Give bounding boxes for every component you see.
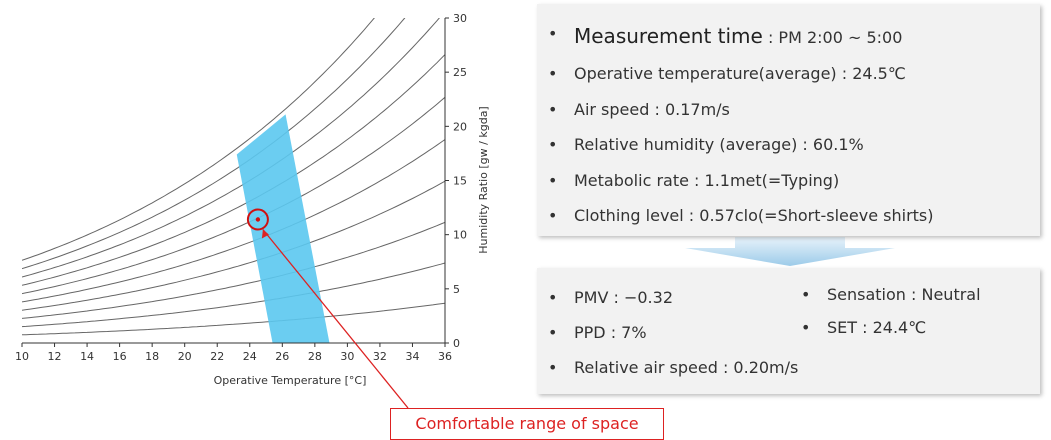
- rh-curve: [22, 54, 445, 286]
- point-ring: [246, 208, 269, 231]
- y-tick-label: 30: [453, 12, 467, 25]
- x-tick-label: 12: [48, 350, 62, 363]
- y-tick-label: 0: [453, 337, 460, 350]
- condition-item: Metabolic rate : 1.1met(=Typing): [548, 171, 839, 190]
- result-item: SET : 24.4℃: [801, 318, 926, 337]
- y-axis-label: Humidity Ratio [gw / kgda]: [477, 106, 490, 253]
- result-item: Relative air speed : 0.20m/s: [548, 358, 798, 377]
- condition-item: Air speed : 0.17m/s: [548, 100, 730, 119]
- rh-curve: [22, 221, 445, 319]
- flow-arrow: [685, 237, 895, 266]
- x-tick-label: 14: [80, 350, 94, 363]
- result-item: PPD : 7%: [548, 323, 646, 342]
- measurement-item: Measurement time : PM 2:00 ~ 5:00: [548, 24, 903, 48]
- x-tick-label: 34: [405, 350, 419, 363]
- rh-curve: [22, 302, 445, 336]
- x-tick-label: 16: [113, 350, 127, 363]
- x-tick-label: 36: [438, 350, 452, 363]
- x-tick-label: 28: [308, 350, 322, 363]
- result-item: PMV : −0.32: [548, 288, 673, 307]
- rh-curve: [22, 139, 445, 303]
- y-tick-label: 25: [453, 66, 467, 79]
- rh-curve: [22, 262, 445, 328]
- rh-curve: [22, 96, 445, 295]
- x-tick-label: 20: [178, 350, 192, 363]
- condition-item: Operative temperature(average) : 24.5℃: [548, 64, 906, 83]
- x-tick-label: 24: [243, 350, 257, 363]
- y-tick-label: 5: [453, 283, 460, 296]
- rh-curve: [22, 18, 440, 278]
- x-tick-label: 32: [373, 350, 387, 363]
- rh-curve: [22, 18, 406, 270]
- rh-curve: [22, 180, 445, 311]
- point: [255, 217, 261, 222]
- measurement-label: Measurement time: [574, 24, 763, 48]
- condition-item: Clothing level : 0.57clo(=Short-sleeve s…: [548, 206, 933, 225]
- x-axis-label: Operative Temperature [°C]: [214, 374, 367, 387]
- result-item: Sensation : Neutral: [801, 285, 980, 304]
- rh-curve: [22, 18, 375, 261]
- results-panel: PMV : −0.32 PPD : 7% Relative air speed : …: [537, 268, 1040, 394]
- comfort-zone: [236, 114, 330, 344]
- y-tick-label: 20: [453, 120, 467, 133]
- annotation: Comfortable range of space: [390, 408, 664, 440]
- arrow-head: [261, 229, 269, 239]
- rh-curves: [22, 18, 445, 336]
- y-tick-label: 10: [453, 229, 467, 242]
- measurement-value: : PM 2:00 ~ 5:00: [762, 28, 903, 47]
- conditions-panel: Measurement time : PM 2:00 ~ 5:00 Operat…: [537, 4, 1040, 236]
- x-tick-label: 10: [15, 350, 29, 363]
- x-tick-label: 30: [340, 350, 354, 363]
- condition-item: Relative humidity (average) : 60.1%: [548, 135, 864, 154]
- x-tick-label: 18: [145, 350, 159, 363]
- x-tick-label: 22: [210, 350, 224, 363]
- x-tick-label: 26: [275, 350, 289, 363]
- y-tick-label: 15: [453, 175, 467, 188]
- annotation-arrow: [262, 229, 409, 409]
